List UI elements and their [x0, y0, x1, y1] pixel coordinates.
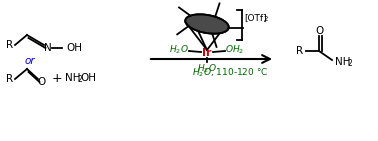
- Text: 2: 2: [77, 75, 82, 84]
- Text: $OH_2$: $OH_2$: [225, 44, 245, 56]
- Polygon shape: [185, 14, 229, 34]
- Text: 2: 2: [264, 16, 268, 22]
- Text: NH: NH: [65, 73, 81, 83]
- Text: $H_2O$, 110-120 °C: $H_2O$, 110-120 °C: [192, 67, 269, 79]
- Text: OH: OH: [80, 73, 96, 83]
- Text: [OTf]: [OTf]: [244, 13, 266, 22]
- Text: NH: NH: [335, 57, 350, 67]
- Text: 2: 2: [348, 60, 353, 69]
- Text: Ir: Ir: [202, 48, 212, 58]
- Text: $H_2O$: $H_2O$: [169, 44, 189, 56]
- Text: $H_2O$: $H_2O$: [197, 63, 217, 75]
- Text: O: O: [38, 77, 46, 87]
- Text: +: +: [52, 72, 62, 85]
- Text: N: N: [44, 43, 52, 53]
- Text: R: R: [6, 74, 14, 84]
- Text: R: R: [296, 46, 304, 56]
- Text: O: O: [315, 26, 323, 36]
- Text: R: R: [6, 40, 14, 50]
- Text: or: or: [25, 56, 35, 66]
- Text: OH: OH: [66, 43, 82, 53]
